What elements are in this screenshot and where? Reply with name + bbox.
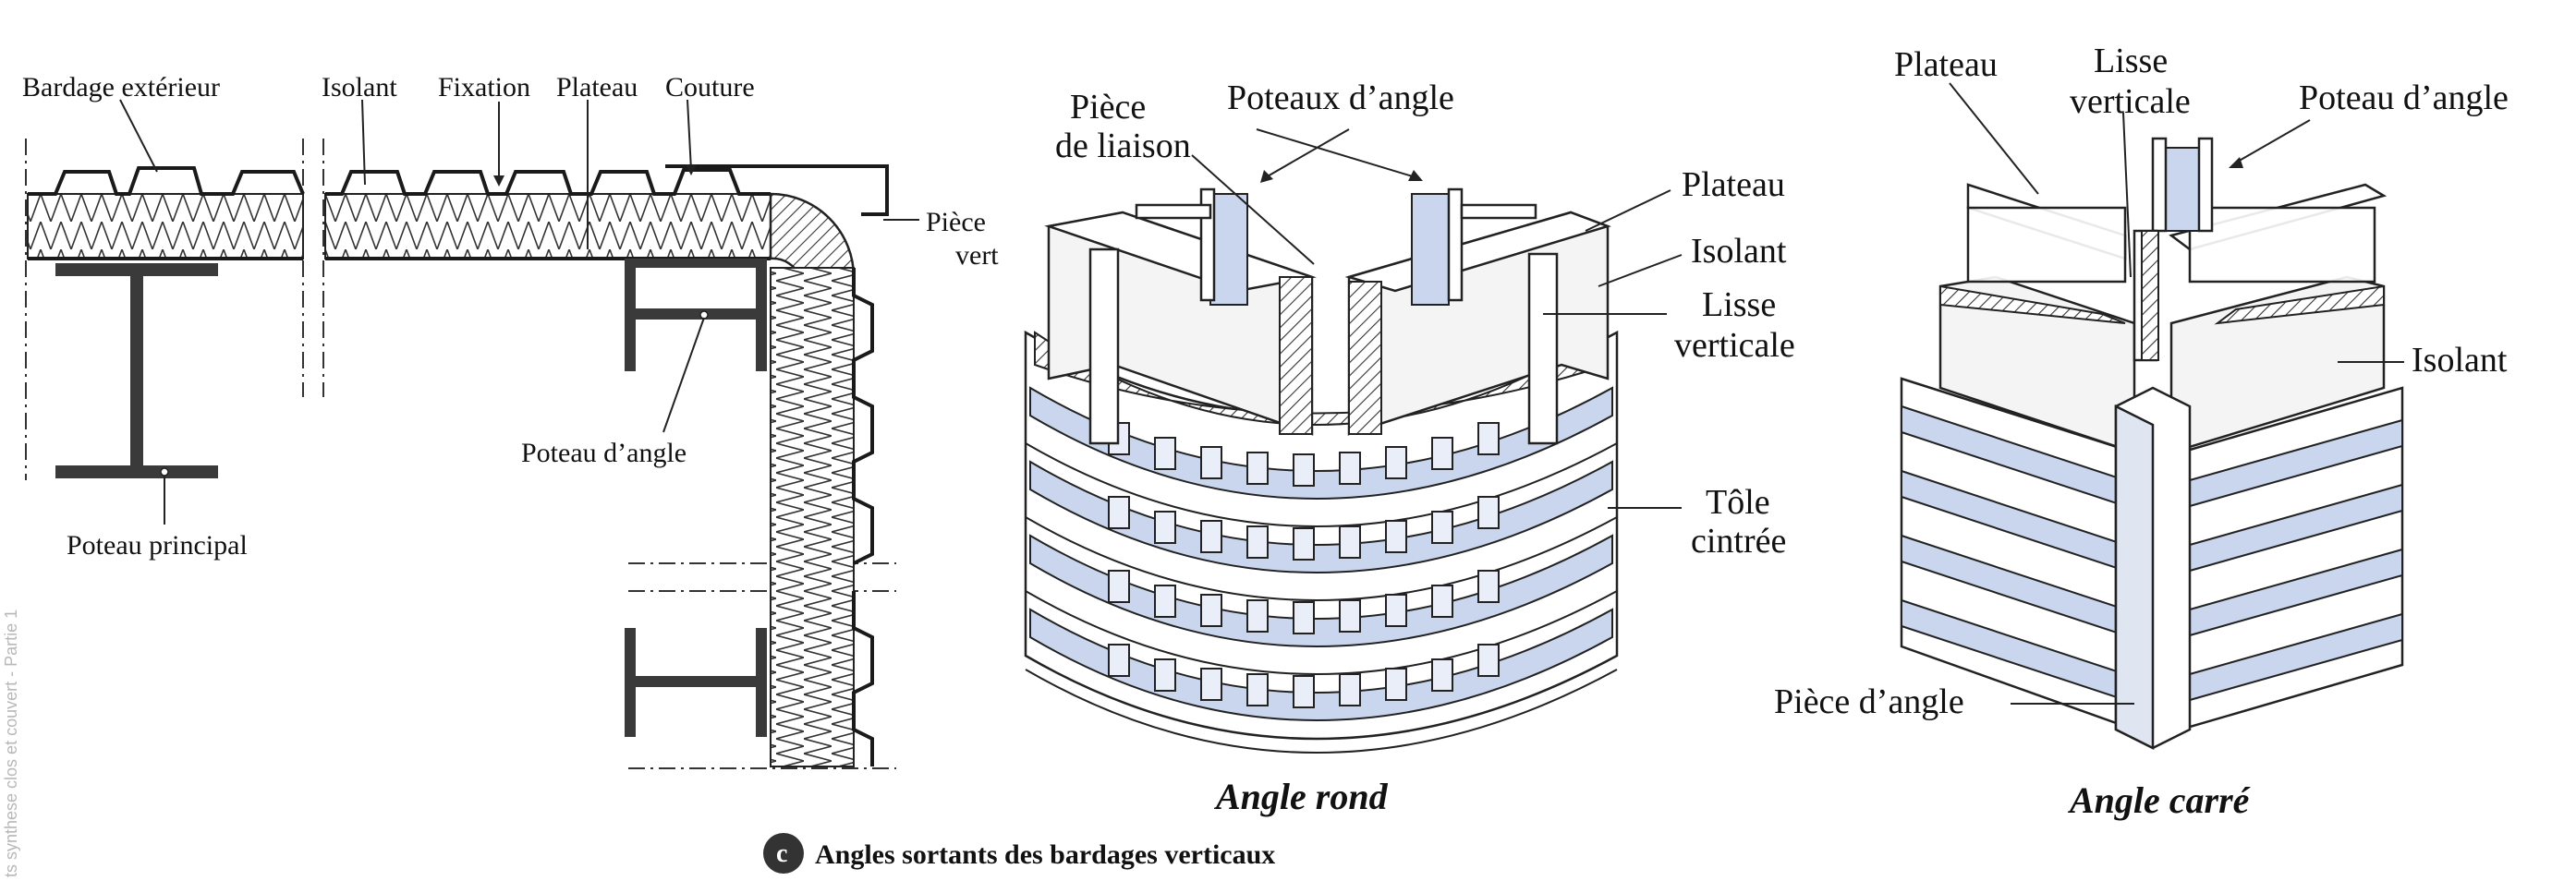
plan-section-diagram: Bardage extérieur Isolant Fixation Plate…: [22, 72, 999, 769]
cladding-panel-left: [27, 166, 305, 260]
curved-sheet-stack: [1024, 330, 1619, 754]
label-lisse-rond-2: verticale: [1674, 326, 1795, 365]
label-couture: Couture: [665, 72, 755, 103]
label-isolant-rond: Isolant: [1691, 232, 1787, 271]
label-poteaux-angle: Poteaux d’angle: [1227, 78, 1454, 117]
figure-marker-letter: c: [776, 839, 787, 868]
label-tole-1: Tôle: [1706, 483, 1770, 522]
label-piece-vert-1: Pièce: [926, 207, 986, 237]
label-lisse-carre-1: Lisse: [2094, 42, 2168, 80]
side-margin-text: ts synthese clos et couvert - Partie 1: [2, 609, 20, 877]
label-plateau-rond: Plateau: [1682, 165, 1785, 204]
label-poteau-angle-carre: Poteau d’angle: [2299, 78, 2509, 117]
corner-posts: [1135, 187, 1537, 306]
label-poteau-angle-left: Poteau d’angle: [521, 438, 687, 468]
label-isolant-left: Isolant: [322, 72, 397, 103]
label-bardage-exterieur: Bardage extérieur: [22, 72, 220, 103]
corner-column-bottom: [625, 628, 767, 737]
figure-marker-badge: [763, 833, 804, 874]
label-piece-vert-2: vert: [955, 240, 999, 271]
label-poteau-principal: Poteau principal: [67, 530, 248, 561]
label-tole-2: cintrée: [1691, 522, 1786, 561]
square-corner-post: [2132, 137, 2214, 362]
main-column-ibeam: [55, 263, 218, 478]
label-lisse-carre-2: verticale: [2070, 82, 2191, 121]
square-corner-piece: [2114, 386, 2192, 751]
label-plateau-carre: Plateau: [1894, 45, 1998, 84]
square-right-face: [2179, 386, 2404, 731]
label-piece-liaison-2: de liaison: [1055, 127, 1191, 165]
label-piece-angle: Pièce d’angle: [1774, 682, 1964, 721]
caption-angle-rond: Angle rond: [1213, 776, 1389, 817]
square-left-face: [1900, 377, 2136, 731]
angle-carre-diagram: Plateau Lisse verticale Poteau d’angle I…: [1774, 42, 2509, 821]
corner-column-top: [625, 259, 767, 371]
figure-caption-text: Angles sortants des bardages verticaux: [815, 839, 1275, 870]
caption-angle-carre: Angle carré: [2067, 779, 2251, 821]
figure-caption: c Angles sortants des bardages verticaux: [763, 833, 1275, 874]
label-lisse-rond-1: Lisse: [1702, 285, 1776, 324]
angle-rond-diagram: Pièce de liaison Poteaux d’angle Plateau…: [1024, 78, 1795, 817]
label-fixation: Fixation: [438, 72, 530, 103]
label-piece-liaison-1: Pièce: [1070, 88, 1146, 127]
corner-fan: [769, 192, 856, 279]
cladding-panel-vertical: [770, 267, 874, 767]
label-plateau-left: Plateau: [556, 72, 638, 103]
label-isolant-carre: Isolant: [2412, 341, 2508, 380]
